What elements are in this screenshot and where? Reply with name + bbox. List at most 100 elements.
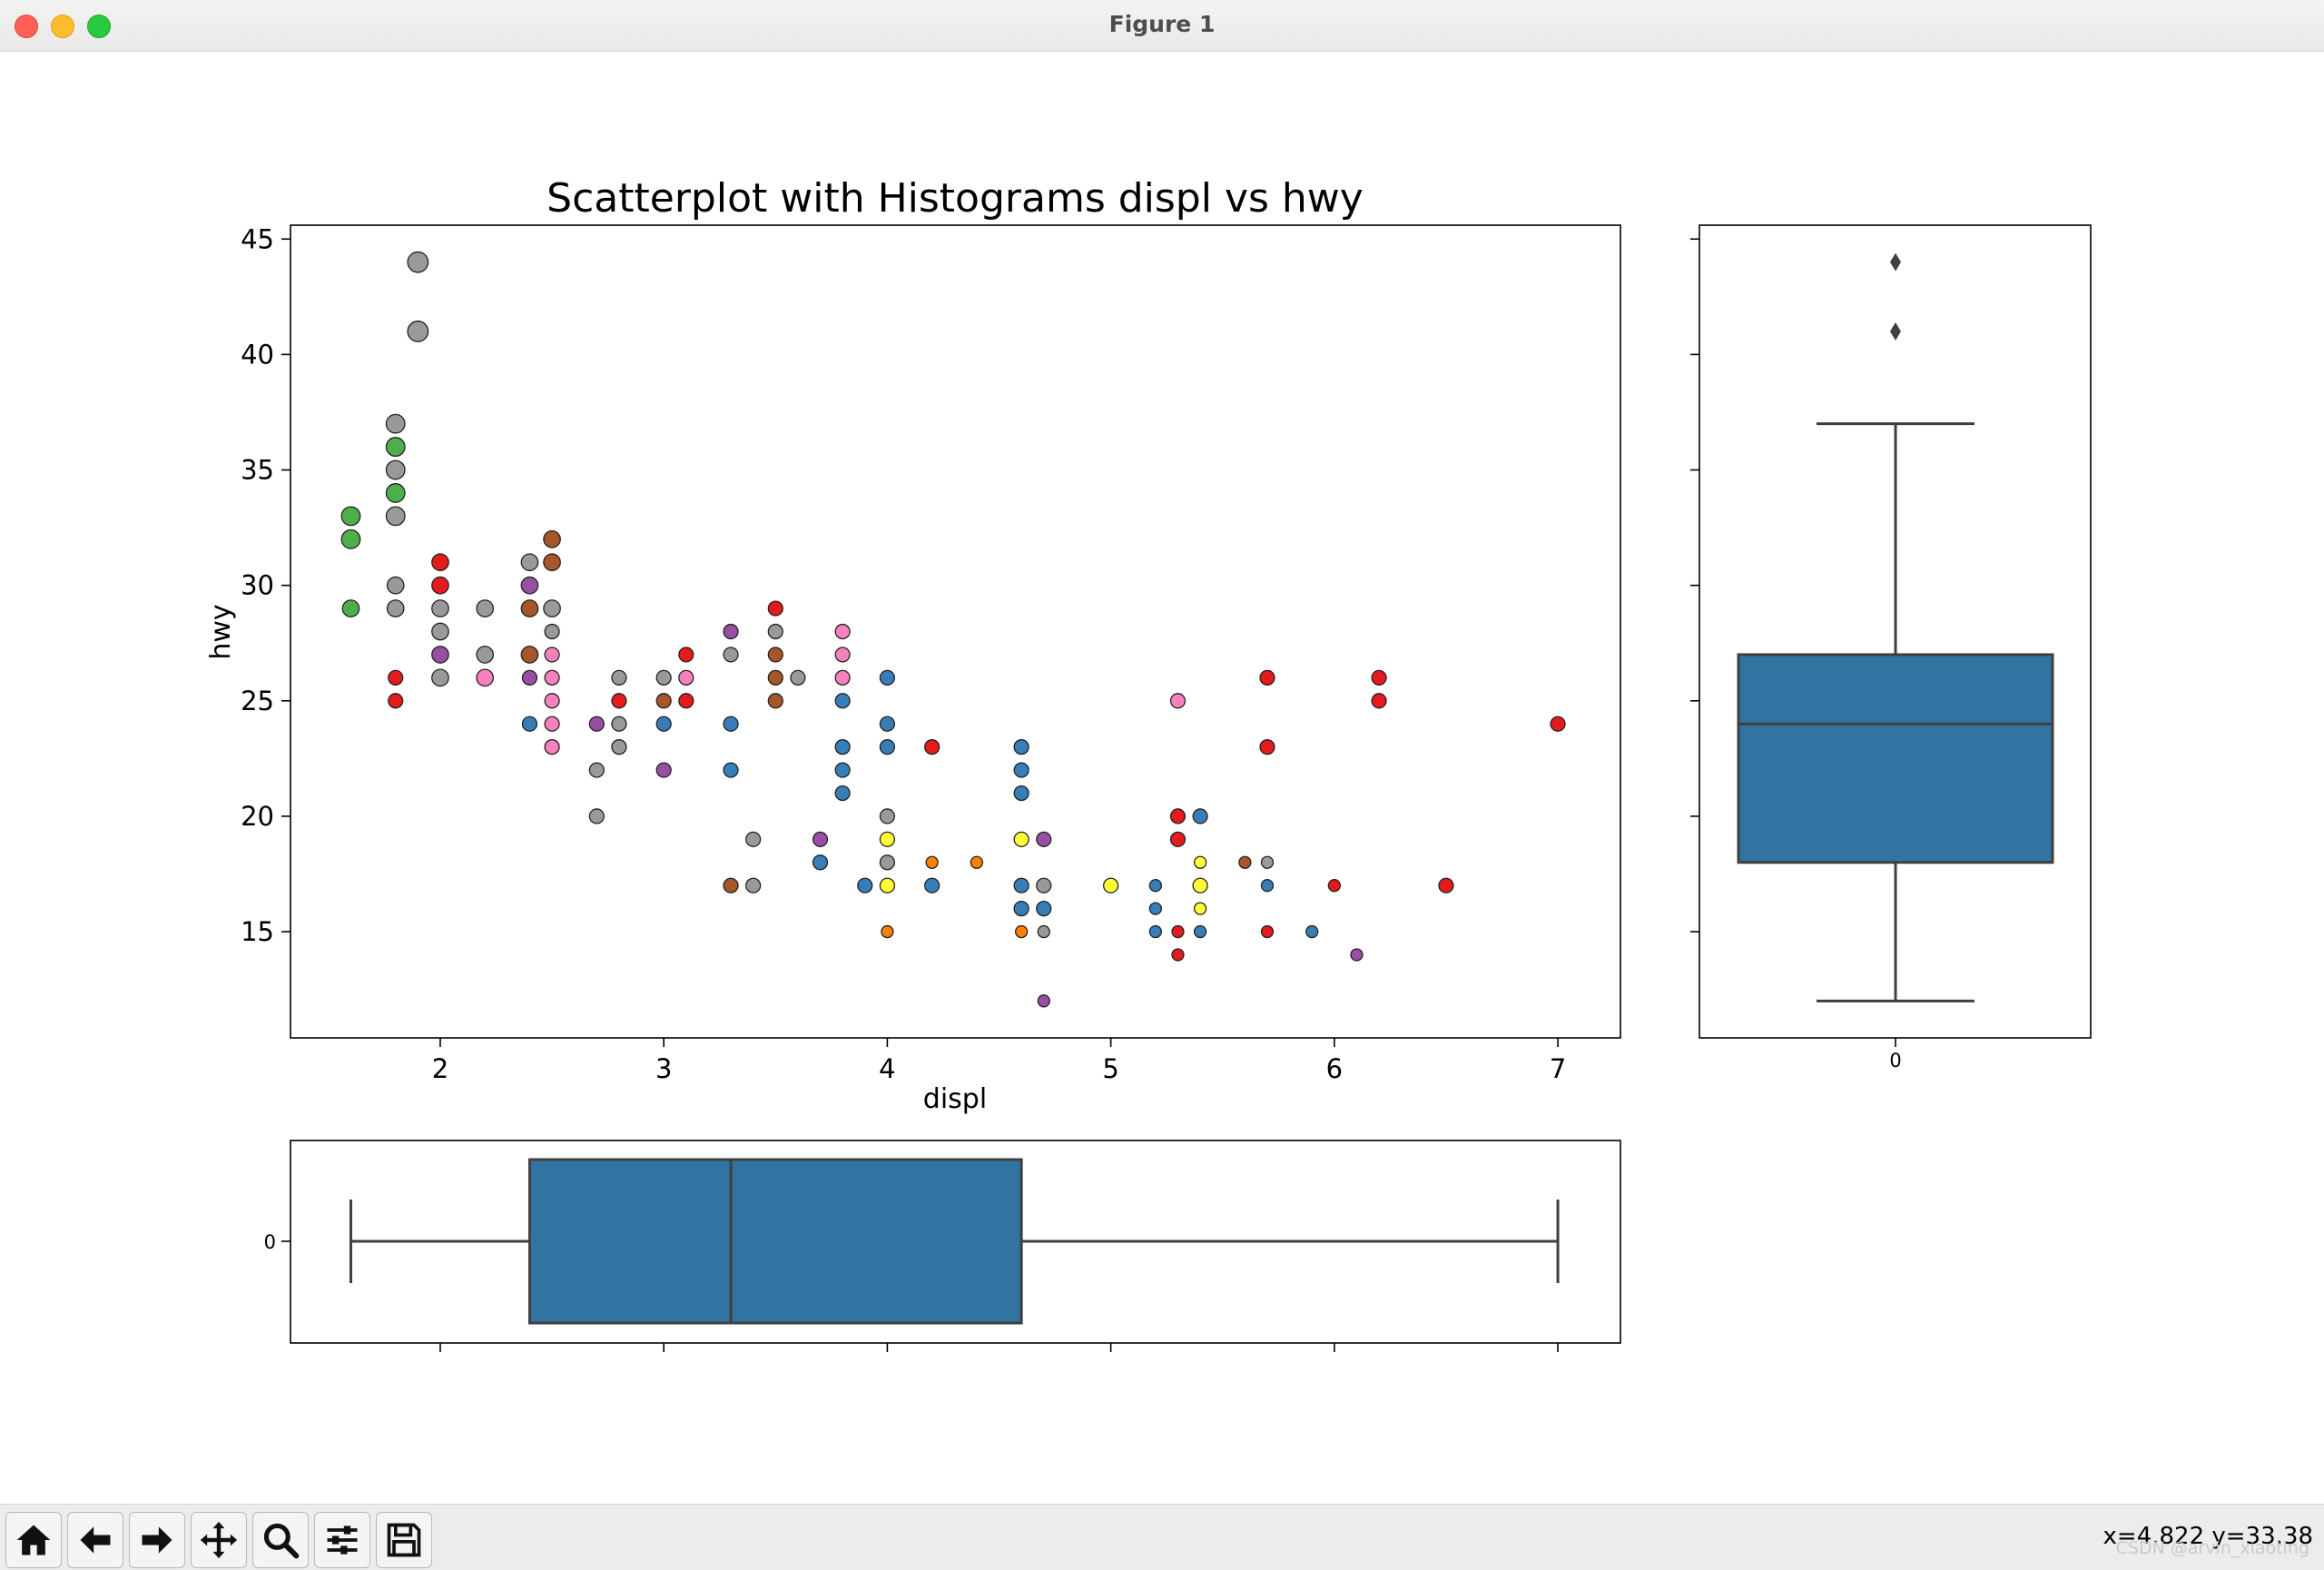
minimize-window-button[interactable] <box>51 15 74 38</box>
back-icon <box>80 1526 111 1554</box>
scatter-y-axis: 15 20 25 30 35 40 45 <box>241 223 290 947</box>
scatter-point <box>520 599 539 617</box>
scatter-point <box>655 762 672 778</box>
scatter-point <box>1260 879 1275 893</box>
scatter-point <box>745 831 762 847</box>
scatter-point <box>1013 877 1029 894</box>
scatter-point <box>1148 902 1163 915</box>
scatter-point <box>388 669 404 686</box>
scatter-point <box>723 647 739 663</box>
scatter-point <box>1193 855 1207 869</box>
scatter-point <box>655 716 672 732</box>
scatter-point <box>431 576 449 595</box>
scatter-point <box>812 854 829 871</box>
scatter-point <box>386 599 405 617</box>
scatter-point <box>341 599 360 617</box>
scatter-point <box>521 669 538 686</box>
scatter-point <box>611 669 627 686</box>
scatter-ylabel: hwy <box>205 604 237 659</box>
cursor-coordinates: x=4.822 y=33.38 <box>2102 1523 2313 1550</box>
scatter-point <box>834 669 851 686</box>
scatter-point <box>1327 879 1341 893</box>
scatter-point <box>1171 924 1185 939</box>
zoom-button[interactable] <box>252 1512 309 1568</box>
scatter-point <box>1238 855 1252 869</box>
scatter-point <box>543 553 561 572</box>
scatter-point <box>881 924 894 939</box>
scatter-point <box>834 693 851 709</box>
pan-button[interactable] <box>191 1512 247 1568</box>
right-boxplot-y-ticks <box>1690 238 1699 933</box>
configure-subplots-button[interactable] <box>314 1512 370 1568</box>
scatter-point <box>521 716 538 732</box>
bottom-boxplot-x-ticks <box>439 1343 1559 1352</box>
scatter-point <box>879 808 896 824</box>
scatter-point <box>543 599 561 617</box>
scatter-point <box>611 739 627 755</box>
scatter-point <box>544 647 560 663</box>
scatter-points <box>340 251 1566 1008</box>
save-icon <box>387 1523 421 1557</box>
configure-icon <box>327 1526 358 1555</box>
zoom-window-button[interactable] <box>87 15 111 38</box>
right-boxplot-x-tick-label: 0 <box>1889 1050 1901 1071</box>
home-button[interactable] <box>5 1512 62 1568</box>
window-titlebar: Figure 1 <box>0 0 2324 52</box>
x-tick-label: 2 <box>432 1053 448 1084</box>
scatter-point <box>476 599 495 617</box>
scatter-point <box>879 854 896 871</box>
y-tick-label: 30 <box>241 570 274 601</box>
scatter-point <box>476 646 495 664</box>
right-boxplot-outlier <box>1890 252 1901 272</box>
figure-canvas: Scatterplot with Histograms displ vs hwy… <box>205 175 2092 1352</box>
scatter-point <box>611 716 627 732</box>
scatter-point <box>386 576 405 595</box>
scatter-xlabel: displ <box>923 1083 987 1115</box>
right-boxplot-outlier <box>1890 321 1901 341</box>
scatter-point <box>970 855 984 869</box>
save-button[interactable] <box>376 1512 432 1568</box>
scatter-point <box>476 668 495 687</box>
back-button[interactable] <box>67 1512 123 1568</box>
x-tick-label: 5 <box>1102 1053 1118 1084</box>
scatter-point <box>611 693 627 709</box>
scatter-point <box>1193 924 1207 939</box>
scatter-point <box>544 716 560 732</box>
scatter-point <box>879 831 896 847</box>
scatter-point <box>1169 808 1187 824</box>
x-tick-label: 3 <box>655 1053 672 1084</box>
scatter-point <box>1013 831 1029 847</box>
scatter-point <box>924 739 940 755</box>
scatter-point <box>767 693 783 709</box>
scatter-point <box>1013 762 1029 778</box>
scatter-point <box>655 669 672 686</box>
scatter-point <box>834 739 851 755</box>
pan-icon <box>200 1521 238 1559</box>
scatter-point <box>1013 739 1029 755</box>
scatter-point <box>879 669 896 686</box>
watermark: CSDN @arvin_xiaoting <box>2115 1538 2309 1558</box>
scatter-point <box>385 413 406 434</box>
forward-button[interactable] <box>129 1512 185 1568</box>
scatter-point <box>1259 739 1275 755</box>
x-tick-label: 6 <box>1326 1053 1343 1084</box>
scatter-point <box>834 785 851 802</box>
y-tick-label: 20 <box>241 801 274 832</box>
y-tick-label: 40 <box>241 339 274 370</box>
scatter-point <box>1171 948 1185 962</box>
scatter-point <box>723 762 739 778</box>
scatter-point <box>431 622 449 641</box>
y-tick-label: 45 <box>241 223 274 254</box>
scatter-point <box>1371 693 1387 709</box>
scatter-point <box>588 716 605 732</box>
scatter-point <box>1037 924 1050 939</box>
scatter-point <box>767 623 783 640</box>
scatter-point <box>1260 924 1275 939</box>
scatter-point <box>431 553 449 572</box>
scatter-point <box>340 528 361 549</box>
scatter-point <box>834 647 851 663</box>
close-window-button[interactable] <box>15 15 38 38</box>
scatter-point <box>1148 924 1163 939</box>
navigation-toolbar: x=4.822 y=33.38 <box>0 1504 2324 1570</box>
scatter-point <box>767 600 783 617</box>
